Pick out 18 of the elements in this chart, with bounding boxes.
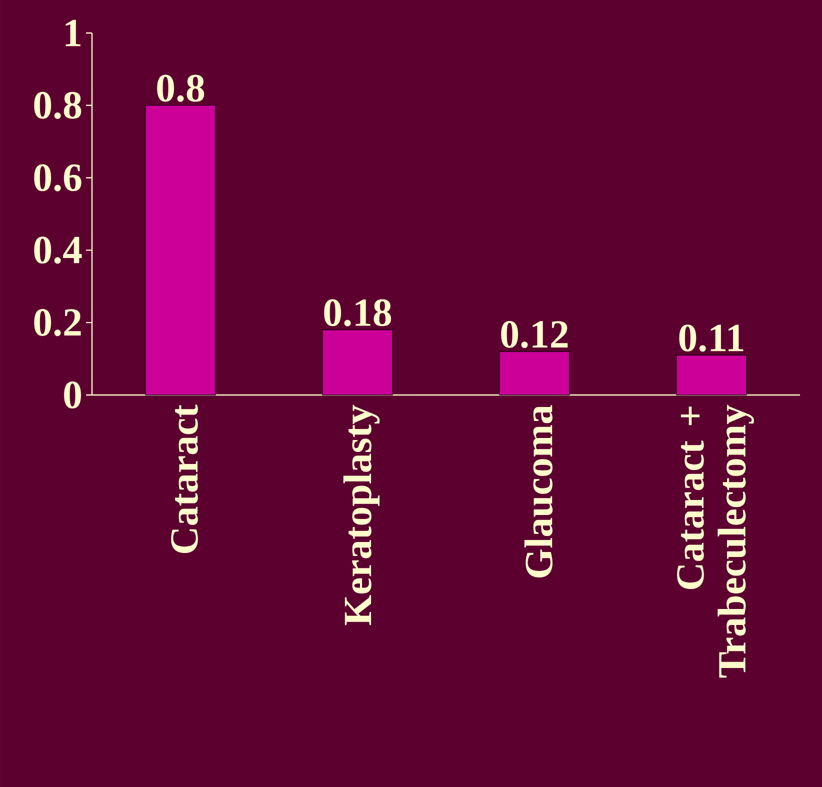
y-tick-label: 0.6 [34, 164, 82, 192]
bar [499, 351, 570, 396]
data-label: 0.8 [157, 74, 204, 102]
x-tick-label: Keratoplasty [343, 404, 380, 626]
data-label: 0.11 [679, 324, 744, 352]
x-tick-label: Cataract [171, 404, 198, 554]
y-tick-label: 0.2 [34, 309, 81, 336]
data-label: 0.18 [324, 299, 392, 326]
y-tick-label: 1 [66, 20, 80, 46]
y-tick-label: 0 [64, 382, 81, 408]
y-tick-label: 0.4 [34, 236, 82, 264]
bar [145, 105, 216, 396]
bar [322, 330, 393, 396]
bar [676, 354, 747, 396]
x-tick-label: Cataract + Trabeculectomy [677, 404, 754, 678]
data-label: 0.12 [501, 320, 568, 348]
x-tick-label: Glaucoma [524, 405, 553, 578]
y-tick-label: 0.8 [34, 92, 82, 119]
